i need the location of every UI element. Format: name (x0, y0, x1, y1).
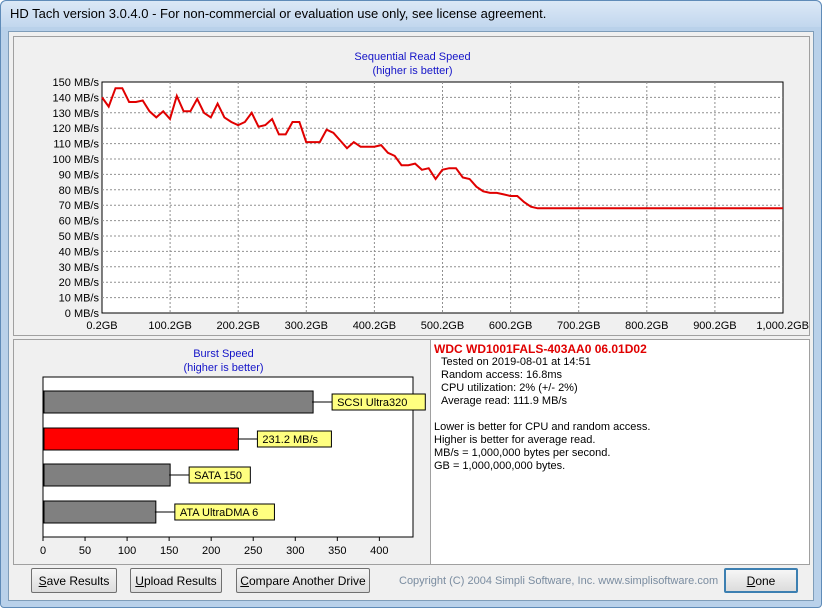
seq-x-tick-label: 400.2GB (353, 320, 396, 332)
note-line: GB = 1,000,000,000 bytes. (434, 460, 566, 472)
average-read: Average read: 111.9 MB/s (441, 395, 567, 407)
seq-chart-subtitle: (higher is better) (372, 65, 453, 77)
burst-label-box (331, 393, 426, 411)
burst-x-tick-label: 100 (118, 545, 136, 557)
note-line: Lower is better for CPU and random acces… (434, 421, 651, 433)
seq-y-tick-label: 60 MB/s (59, 216, 100, 228)
compare-hotkey: C (240, 573, 249, 588)
drive-model: WDC WD1001FALS-403AA0 06.01D02 (434, 342, 647, 356)
burst-x-tick-label: 50 (79, 545, 91, 557)
sequential-read-panel: Sequential Read Speed (higher is better)… (13, 36, 810, 336)
burst-label-box (188, 466, 251, 484)
drive-info-panel: WDC WD1001FALS-403AA0 06.01D02 Tested on… (430, 339, 810, 565)
seq-x-tick-label: 1,000.2GB (756, 320, 809, 332)
burst-label-box (174, 503, 275, 521)
title-bar[interactable]: HD Tach version 3.0.4.0 - For non-commer… (1, 1, 821, 27)
seq-x-tick-label: 300.2GB (285, 320, 328, 332)
burst-bar (43, 500, 157, 524)
seq-read-series-line (101, 87, 783, 210)
note-line: MB/s = 1,000,000 bytes per second. (434, 447, 611, 459)
seq-y-tick-label: 0 MB/s (65, 308, 100, 320)
upload-results-button[interactable]: Upload Results (130, 568, 222, 593)
upload-label: pload Results (143, 573, 217, 588)
seq-x-tick-label: 700.2GB (557, 320, 600, 332)
seq-x-tick-label: 800.2GB (625, 320, 668, 332)
tested-date: Tested on 2019-08-01 at 14:51 (441, 356, 591, 368)
seq-y-tick-label: 100 MB/s (53, 154, 100, 166)
burst-x-tick-label: 250 (244, 545, 262, 557)
compare-label: ompare Another Drive (248, 573, 366, 588)
burst-label-box (256, 430, 332, 448)
burst-x-tick-label: 150 (160, 545, 178, 557)
burst-bar-label: SCSI Ultra320 (337, 397, 407, 409)
seq-y-tick-label: 140 MB/s (53, 92, 100, 104)
seq-x-tick-label: 600.2GB (489, 320, 532, 332)
burst-speed-chart: 0 50 100 150 200 250 300 350 400 SCSI Ultra320 231… (40, 376, 426, 557)
seq-y-tick-label: 50 MB/s (59, 231, 100, 243)
burst-x-tick-label: 300 (286, 545, 304, 557)
seq-chart-title: Sequential Read Speed (354, 51, 471, 63)
seq-y-tick-label: 150 MB/s (53, 77, 100, 89)
save-label: ave Results (46, 573, 110, 588)
seq-y-tick-label: 90 MB/s (59, 169, 100, 181)
window-title: HD Tach version 3.0.4.0 - For non-commer… (10, 6, 547, 21)
burst-x-tick-label: 350 (328, 545, 346, 557)
copyright-text: Copyright (C) 2004 Simpli Software, Inc.… (399, 575, 719, 587)
cpu-utilization: CPU utilization: 2% (+/- 2%) (441, 382, 578, 394)
seq-y-tick-label: 30 MB/s (59, 262, 100, 274)
seq-y-tick-label: 10 MB/s (59, 293, 100, 305)
burst-bar (43, 390, 314, 414)
client-area: Sequential Read Speed (higher is better)… (8, 31, 814, 601)
seq-y-tick-label: 120 MB/s (53, 123, 100, 135)
compare-drive-button[interactable]: Compare Another Drive (236, 568, 370, 593)
burst-speed-panel: Burst Speed (higher is better) 0 50 100 150… (13, 339, 432, 565)
seq-y-tick-label: 70 MB/s (59, 200, 100, 212)
burst-bar (43, 463, 171, 487)
sequential-read-chart: 0 MB/s 10 MB/s 20 MB/s 30 MB/s 40 MB/s 50 MB/… (53, 77, 809, 332)
burst-chart-title: Burst Speed (193, 348, 254, 360)
burst-bar (43, 427, 239, 451)
seq-x-tick-label: 0.2GB (86, 320, 117, 332)
random-access: Random access: 16.8ms (441, 369, 563, 381)
done-label: one (755, 573, 776, 588)
done-button[interactable]: Done (724, 568, 798, 593)
seq-y-tick-label: 20 MB/s (59, 277, 100, 289)
note-line: Higher is better for average read. (434, 434, 596, 446)
burst-bar-label: ATA UltraDMA 6 (180, 507, 258, 519)
burst-x-tick-label: 0 (40, 545, 46, 557)
seq-x-tick-label: 500.2GB (421, 320, 464, 332)
burst-bar-label: 231.2 MB/s (262, 434, 318, 446)
burst-x-tick-label: 200 (202, 545, 220, 557)
burst-chart-subtitle: (higher is better) (183, 362, 264, 374)
burst-bar-label: SATA 150 (194, 470, 242, 482)
seq-y-tick-label: 130 MB/s (53, 108, 100, 120)
seq-y-tick-label: 80 MB/s (59, 185, 100, 197)
burst-x-tick-label: 400 (370, 545, 388, 557)
seq-x-tick-label: 900.2GB (693, 320, 736, 332)
seq-y-tick-label: 40 MB/s (59, 246, 100, 258)
seq-y-tick-label: 110 MB/s (53, 139, 99, 151)
upload-hotkey: U (135, 573, 144, 588)
done-hotkey: D (746, 573, 756, 588)
seq-x-tick-label: 200.2GB (216, 320, 259, 332)
save-hotkey: S (38, 573, 47, 588)
save-results-button[interactable]: Save Results (31, 568, 117, 593)
seq-x-tick-label: 100.2GB (148, 320, 191, 332)
